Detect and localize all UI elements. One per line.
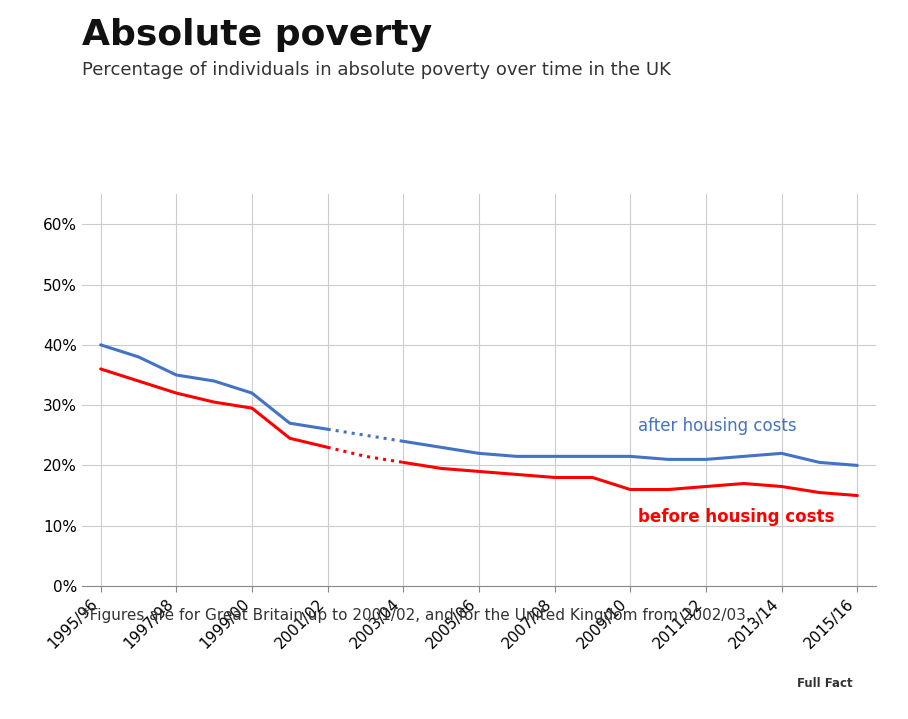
Text: Absolute poverty: Absolute poverty [82,18,432,52]
Text: Source:: Source: [20,663,85,678]
Polygon shape [785,628,885,712]
Text: Percentage of individuals in absolute poverty over time in the UK: Percentage of individuals in absolute po… [82,61,671,79]
Text: before housing costs: before housing costs [637,508,834,526]
Text: DWP, Households Below Average Income 2015/16, Table 3a: DWP, Households Below Average Income 201… [75,663,532,678]
Text: Full Fact: Full Fact [797,677,853,690]
Text: *Figures are for Great Britain up to 2001/02, and for the United Kingdom from 20: *Figures are for Great Britain up to 200… [82,608,751,623]
Text: after housing costs: after housing costs [637,417,796,435]
